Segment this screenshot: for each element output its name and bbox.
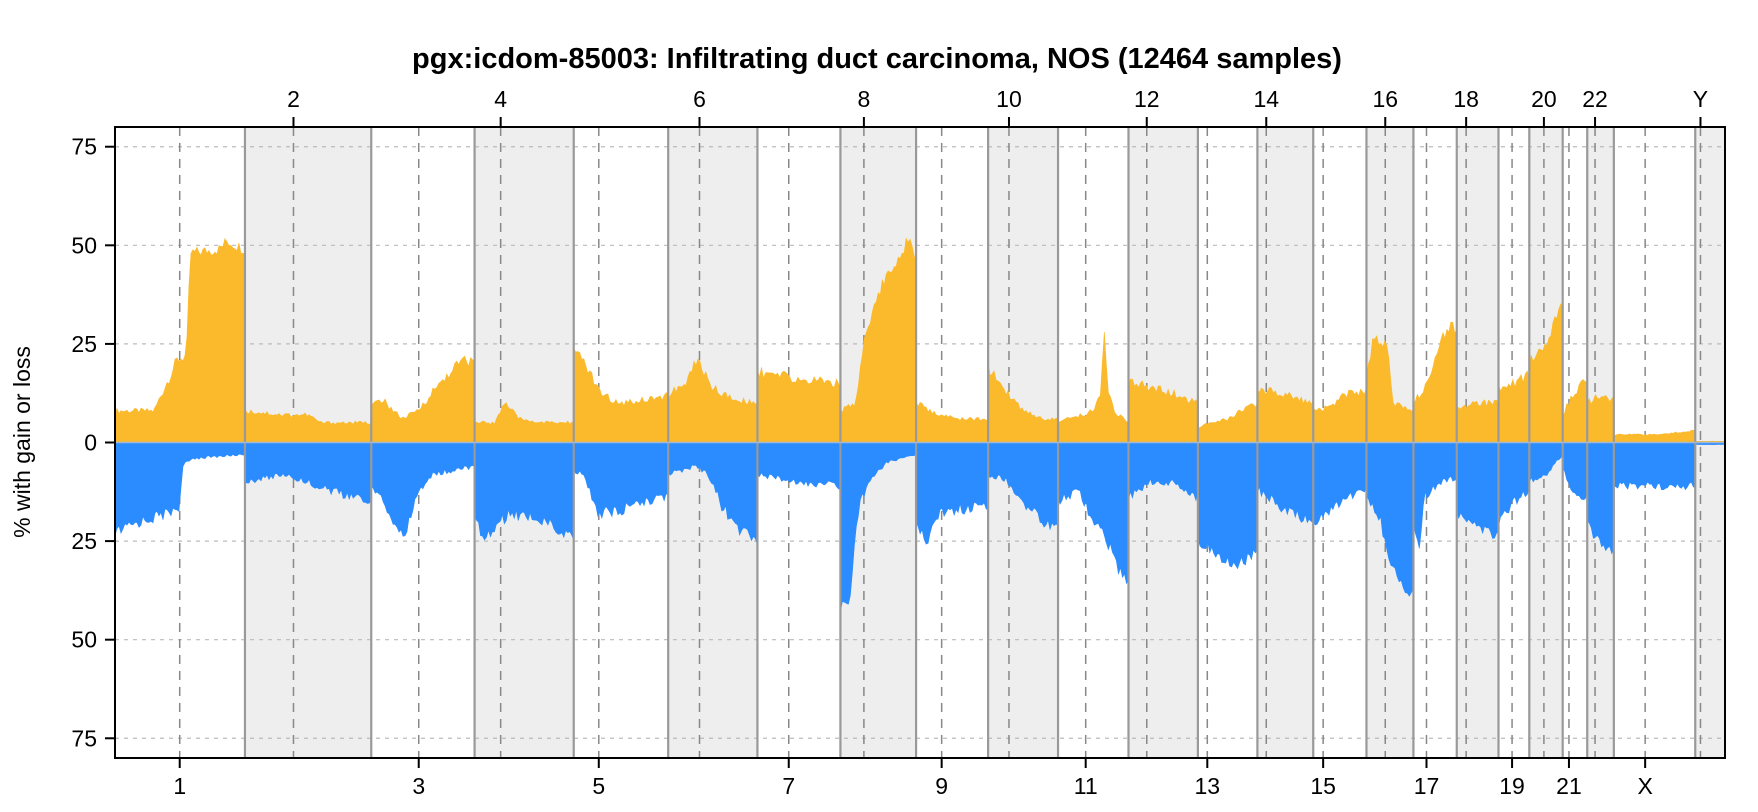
loss-area-chr-X (1613, 442, 1696, 491)
gain-area-chr-X (1613, 429, 1696, 443)
top-chr-label-Y: Y (1693, 86, 1708, 112)
loss-area-chr-8 (840, 442, 917, 612)
gain-area-chr-16 (1366, 335, 1414, 443)
loss-area-chr-14 (1257, 442, 1314, 524)
loss-area-chr-6 (667, 442, 758, 546)
gain-area-chr-2 (244, 408, 372, 443)
y-tick-label: 25 (71, 331, 97, 357)
gain-area-chr-3 (370, 355, 475, 443)
y-tick-label: 25 (71, 528, 97, 554)
y-axis-label: % with gain or loss (9, 346, 35, 538)
loss-area-chr-17 (1413, 442, 1458, 549)
gain-area-chr-20 (1528, 303, 1563, 443)
bottom-chr-label-21: 21 (1556, 773, 1582, 799)
loss-area-chr-19 (1498, 442, 1530, 527)
top-chr-label-10: 10 (996, 86, 1022, 112)
chromosome-dividers (115, 127, 1725, 758)
gain-area-chr-1 (114, 238, 246, 443)
gain-area-chr-11 (1057, 332, 1129, 443)
bottom-chr-label-15: 15 (1310, 773, 1336, 799)
gain-area-chr-8 (840, 237, 917, 443)
bottom-chr-label-1: 1 (173, 773, 186, 799)
gain-area-chr-12 (1128, 378, 1199, 443)
gain-area-chr-13 (1197, 403, 1258, 443)
loss-area-chr-2 (244, 442, 372, 504)
loss-area-chr-13 (1197, 442, 1258, 570)
loss-area-chr-18 (1456, 442, 1499, 539)
cnv-areas (114, 237, 1726, 612)
bottom-chr-label-5: 5 (592, 773, 605, 799)
loss-area-chr-4 (474, 442, 575, 541)
loss-area-chr-10 (987, 442, 1059, 530)
bottom-chr-label-19: 19 (1499, 773, 1525, 799)
bottom-chr-label-X: X (1637, 773, 1652, 799)
bottom-chr-label-17: 17 (1414, 773, 1440, 799)
top-chr-label-6: 6 (693, 86, 706, 112)
y-tick-label: 75 (71, 725, 97, 751)
gain-area-chr-7 (757, 367, 841, 443)
y-tick-label: 0 (84, 430, 97, 456)
top-chr-label-2: 2 (287, 86, 300, 112)
gain-area-chr-10 (987, 361, 1059, 443)
loss-area-chr-20 (1528, 442, 1563, 483)
gain-area-chr-22 (1586, 394, 1615, 443)
gain-area-chr-15 (1312, 386, 1367, 443)
gain-area-chr-21 (1562, 379, 1588, 443)
loss-area-chr-21 (1562, 442, 1588, 501)
loss-area-chr-12 (1128, 442, 1199, 502)
top-chr-label-20: 20 (1531, 86, 1557, 112)
bottom-chr-label-3: 3 (412, 773, 425, 799)
y-tick-label: 50 (71, 232, 97, 258)
gain-area-chr-17 (1413, 321, 1458, 443)
loss-area-chr-16 (1366, 442, 1414, 597)
gain-area-chr-19 (1498, 370, 1530, 443)
loss-area-chr-15 (1312, 442, 1367, 526)
top-chr-label-14: 14 (1253, 86, 1279, 112)
loss-area-chr-22 (1586, 442, 1615, 555)
axes (105, 117, 1726, 768)
top-chr-label-18: 18 (1453, 86, 1479, 112)
loss-area-chr-9 (915, 442, 989, 545)
gain-area-chr-4 (474, 402, 575, 443)
bottom-chr-label-7: 7 (782, 773, 795, 799)
bottom-chr-label-9: 9 (935, 773, 948, 799)
gain-area-chr-9 (915, 401, 989, 443)
gain-area-chr-5 (573, 348, 669, 443)
gain-area-chr-18 (1456, 399, 1499, 443)
top-chr-label-8: 8 (857, 86, 870, 112)
top-chr-label-4: 4 (494, 86, 507, 112)
top-chr-label-16: 16 (1372, 86, 1398, 112)
gain-area-chr-14 (1257, 387, 1314, 443)
top-chr-label-22: 22 (1582, 86, 1608, 112)
top-chr-label-12: 12 (1134, 86, 1160, 112)
loss-area-chr-3 (370, 442, 475, 537)
y-tick-label: 50 (71, 627, 97, 653)
loss-area-chr-5 (573, 442, 669, 520)
bottom-chr-label-13: 13 (1194, 773, 1220, 799)
gain-area-chr-6 (667, 358, 758, 443)
loss-area-chr-7 (757, 442, 841, 491)
y-tick-label: 75 (71, 134, 97, 160)
loss-area-chr-1 (114, 442, 246, 536)
loss-area-chr-11 (1057, 442, 1129, 585)
chart-title: pgx:icdom-85003: Infiltrating duct carci… (412, 43, 1342, 75)
bottom-chr-label-11: 11 (1074, 773, 1098, 799)
